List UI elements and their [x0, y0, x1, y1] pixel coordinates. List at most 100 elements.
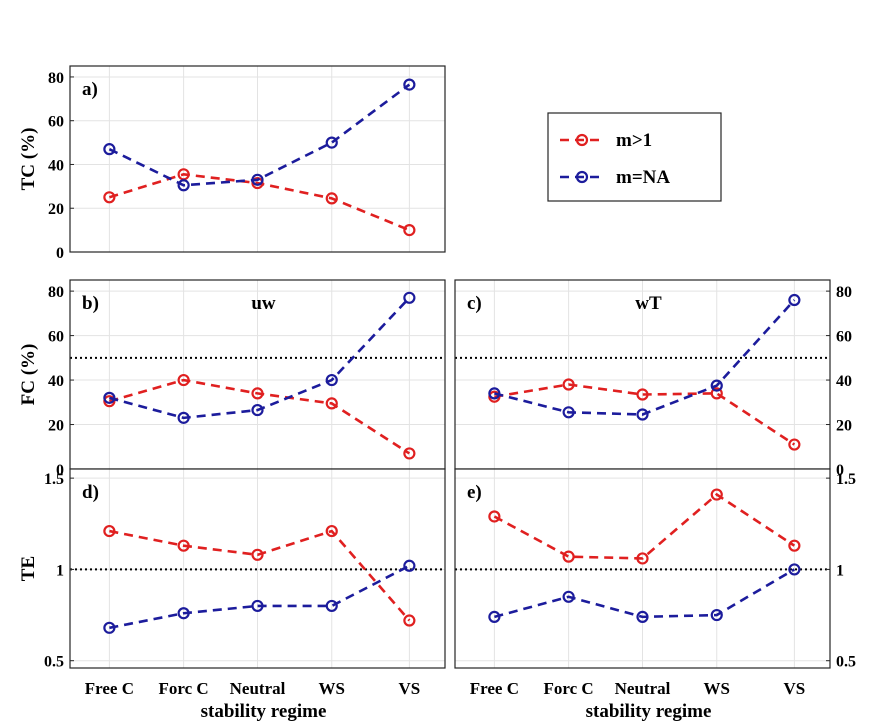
panel-label: d) — [82, 482, 99, 503]
y-tick-label: 80 — [48, 70, 64, 87]
data-point — [325, 397, 338, 410]
legend-marker — [575, 170, 589, 184]
y-tick-label: 60 — [836, 329, 852, 346]
y-tick-label: 20 — [48, 418, 64, 435]
x-tick-label: Neutral — [230, 679, 286, 698]
data-point — [103, 143, 116, 156]
panel-d: 0.5 1 1.5 TE d) Free C Forc C Neutral WS VS stabil… — [18, 468, 446, 722]
series-line-1 — [108, 172, 410, 232]
data-point — [710, 488, 723, 501]
series-line-1 — [493, 492, 796, 560]
data-point — [325, 373, 338, 387]
x-tick-label: VS — [784, 679, 806, 698]
panel-e: 0.5 1 1.5 e) Free C Forc C Neutral WS VS stabilit… — [454, 468, 856, 722]
series-line-1 — [109, 529, 411, 622]
data-point — [562, 406, 575, 419]
data-point — [788, 563, 801, 576]
legend: m>1 m=NA — [547, 112, 722, 202]
x-tick-label: Forc C — [159, 679, 209, 698]
data-point — [103, 621, 116, 634]
x-tick-label: WS — [319, 679, 345, 698]
y-tick-label: 1 — [56, 562, 64, 579]
data-point — [103, 524, 116, 538]
x-tick-label: Forc C — [544, 679, 594, 698]
legend-marker — [575, 133, 589, 147]
y-tick-label: 0 — [56, 462, 64, 479]
x-axis-label: stability regime — [586, 701, 712, 722]
data-point — [488, 387, 501, 400]
data-point — [710, 379, 723, 392]
x-tick-label: Free C — [470, 679, 519, 698]
series-line-1 — [109, 378, 411, 455]
series-line-2 — [109, 296, 411, 420]
data-point — [710, 387, 723, 400]
legend-label: m>1 — [616, 130, 652, 151]
y-tick-label: 1 — [836, 562, 844, 579]
data-point — [177, 373, 190, 387]
x-tick-label: VS — [399, 679, 421, 698]
y-tick-label: 20 — [836, 418, 852, 435]
panel-label: a) — [82, 79, 98, 100]
data-point — [403, 224, 416, 237]
data-point — [788, 438, 801, 451]
series-line-2 — [108, 83, 411, 187]
data-point — [251, 387, 264, 400]
panel-c: 0 20 40 60 80 c) wT — [454, 279, 852, 479]
data-point — [251, 173, 264, 186]
data-point — [103, 191, 116, 204]
y-tick-label: 80 — [836, 284, 852, 301]
data-point — [788, 539, 801, 552]
data-point — [177, 411, 190, 424]
data-point — [403, 291, 416, 304]
y-tick-label: 40 — [836, 373, 852, 390]
data-point — [636, 388, 649, 401]
data-point — [177, 607, 190, 620]
y-tick-label: 60 — [48, 114, 64, 131]
panel-label: c) — [467, 293, 482, 314]
series-line-2 — [494, 568, 796, 619]
legend-label: m=NA — [616, 167, 670, 188]
axes-frame — [454, 468, 831, 669]
y-tick-label: 80 — [48, 284, 64, 301]
data-point — [325, 524, 338, 538]
y-tick-label: 20 — [48, 201, 64, 218]
x-tick-label: Neutral — [615, 679, 671, 698]
y-tick-label: 40 — [48, 373, 64, 390]
data-point — [488, 610, 501, 623]
panel-subtitle: wT — [635, 293, 662, 314]
data-point — [562, 590, 575, 603]
data-point — [403, 447, 416, 460]
panel-label: e) — [467, 482, 482, 503]
x-axis-label: stability regime — [201, 701, 327, 722]
axes-frame — [69, 468, 446, 669]
data-point — [325, 599, 338, 613]
y-tick-label: 0.5 — [836, 654, 856, 671]
data-point — [325, 192, 338, 205]
data-point — [403, 559, 416, 572]
legend-box — [547, 112, 722, 202]
series-line-2 — [109, 564, 410, 630]
panel-subtitle: uw — [251, 293, 276, 314]
data-point — [636, 552, 649, 565]
panel-a: 0 20 40 60 80 TC (%) a) — [18, 65, 446, 262]
data-point — [788, 293, 801, 307]
panel-label: b) — [82, 293, 99, 314]
y-tick-label: 60 — [48, 329, 64, 346]
x-tick-label: WS — [704, 679, 730, 698]
data-point — [325, 136, 338, 149]
y-axis-label: TE — [18, 556, 39, 581]
data-point — [403, 78, 416, 91]
data-point — [251, 599, 264, 613]
data-point — [251, 548, 264, 561]
y-tick-label: 0 — [836, 462, 844, 479]
data-point — [177, 179, 190, 192]
panel-b: 0 20 40 60 80 FC (%) b) uw — [18, 279, 446, 479]
data-point — [251, 403, 264, 417]
y-tick-label: 40 — [48, 157, 64, 174]
data-point — [177, 539, 190, 552]
series-line-2 — [494, 299, 796, 416]
y-tick-label: 1.5 — [44, 471, 64, 488]
data-point — [710, 608, 723, 622]
axes-frame — [69, 65, 446, 253]
